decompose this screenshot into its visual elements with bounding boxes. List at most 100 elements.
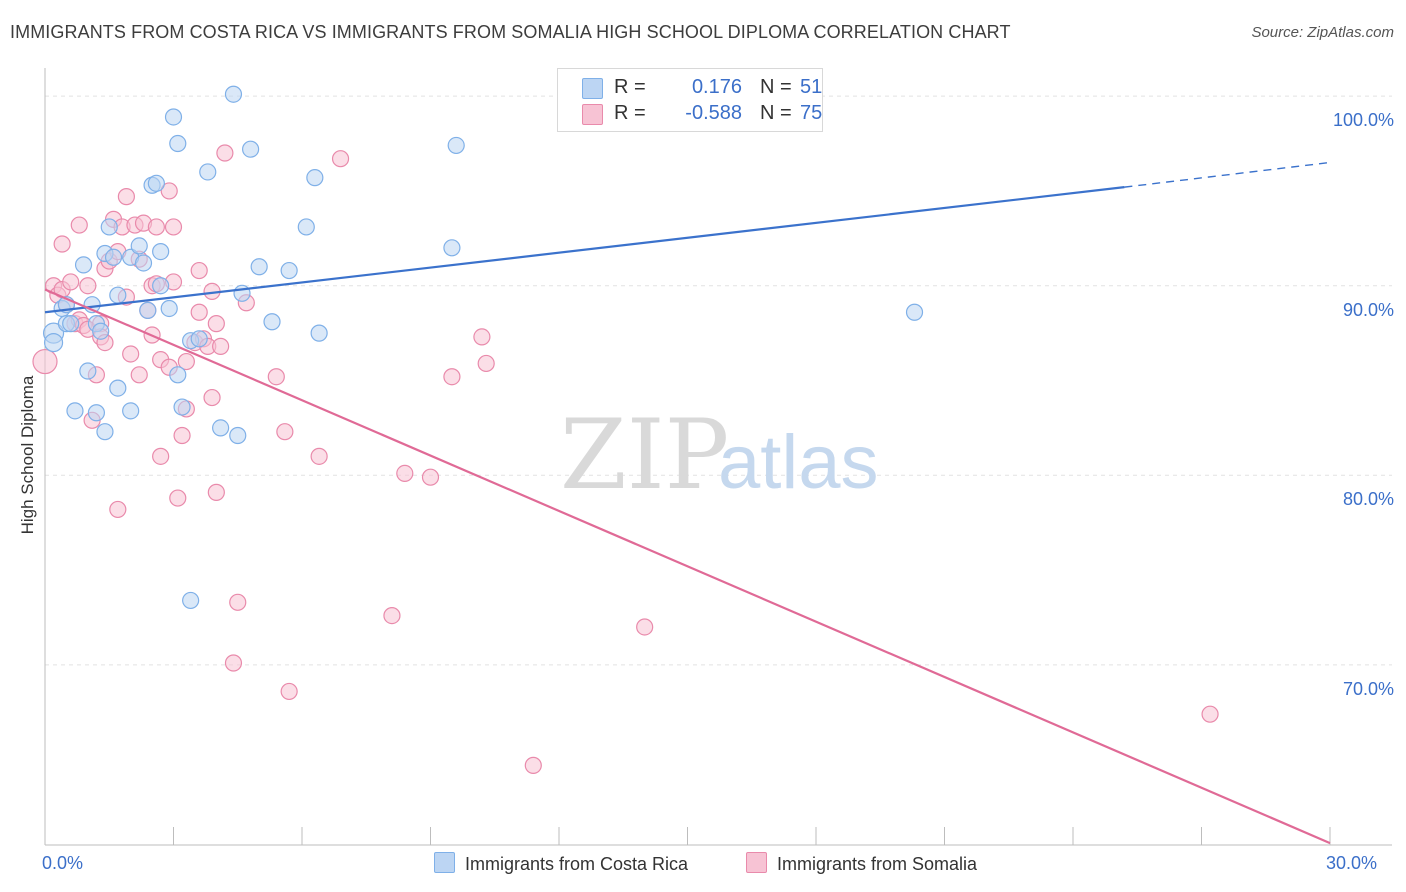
legend-r-value-somalia: -0.588 (685, 102, 742, 124)
legend-n-value-costa-rica: 51 (800, 76, 823, 98)
source-label: Source: ZipAtlas.com (1251, 24, 1394, 41)
somalia-point (207, 483, 225, 501)
costa-rica-point (199, 163, 217, 181)
stats-legend: R = 0.176 N = 51 R = -0.588 N = 75 (557, 68, 823, 132)
somalia-point (152, 447, 170, 465)
somalia-point (122, 345, 140, 363)
legend-r-label: R = (614, 76, 646, 98)
watermark: ZIP atlas (560, 399, 879, 511)
legend-item-somalia: Immigrants from Somalia (746, 852, 977, 875)
costa-rica-point (229, 426, 247, 445)
somalia-point (396, 464, 414, 483)
costa-rica-point (443, 239, 461, 257)
somalia-point (70, 216, 88, 234)
somalia-point (224, 654, 243, 672)
somalia-point (160, 182, 178, 200)
somalia-point (280, 682, 298, 701)
somalia-point (212, 337, 230, 355)
costa-rica-point (139, 301, 157, 319)
somalia-point (636, 618, 654, 636)
costa-rica-point (447, 136, 465, 155)
costa-rica-point (96, 423, 114, 441)
costa-rica-point (164, 108, 183, 126)
y-tick-label: 70.0% (1342, 678, 1394, 699)
costa-rica-point (74, 256, 93, 274)
somalia-point (1201, 705, 1219, 723)
watermark-zip: ZIP (560, 399, 729, 511)
x-tick-label-min: 0.0% (42, 853, 84, 873)
costa-rica-point (62, 315, 80, 333)
legend-swatch-costa-rica (434, 852, 455, 873)
somalia-point (147, 218, 165, 236)
y-tick-label: 90.0% (1342, 299, 1394, 320)
somalia-point (79, 277, 97, 295)
costa-rica-point (169, 366, 187, 384)
legend-r-value-costa-rica: 0.176 (691, 76, 742, 98)
somalia-point (477, 354, 495, 373)
somalia-point (443, 368, 461, 386)
somalia-point (164, 218, 183, 236)
trend-line-costa-rica (44, 186, 1125, 314)
costa-rica-point (212, 419, 230, 437)
costa-rica-point (169, 134, 187, 153)
somalia-point (53, 235, 71, 253)
somalia-point (109, 500, 127, 519)
costa-rica-point (306, 169, 324, 187)
axes (44, 68, 1392, 846)
costa-rica-point (905, 303, 924, 321)
costa-rica-point (130, 237, 148, 255)
watermark-atlas: atlas (718, 420, 879, 505)
costa-rica-point (173, 398, 191, 416)
somalia-point (267, 368, 285, 386)
somalia-point (62, 273, 80, 291)
costa-rica-point (152, 242, 170, 261)
costa-rica-point (147, 174, 165, 192)
costa-rica-point (104, 248, 123, 266)
legend-label-somalia: Immigrants from Somalia (777, 854, 978, 874)
somalia-point (130, 366, 148, 384)
somalia-point (32, 348, 58, 375)
somalia-point (117, 188, 135, 206)
costa-rica-point (43, 332, 64, 353)
legend-swatch-somalia (582, 104, 603, 125)
costa-rica-point (100, 218, 118, 236)
costa-rica-point (92, 322, 110, 340)
costa-rica-point (242, 140, 260, 158)
somalia-point (203, 388, 221, 407)
costa-rica-point (79, 362, 97, 380)
costa-rica-point (190, 330, 208, 348)
somalia-point (173, 426, 191, 445)
somalia-point (207, 315, 225, 333)
costa-rica-point (66, 402, 84, 420)
somalia-point (331, 150, 350, 168)
somalia-point (229, 593, 247, 611)
trend-lines (44, 161, 1331, 845)
costa-rica-point (152, 277, 170, 295)
somalia-point (190, 261, 208, 280)
trend-line-costa-rica-extension (1124, 161, 1331, 188)
trend-line-somalia (44, 288, 1331, 845)
legend-swatch-costa-rica (582, 78, 603, 99)
somalia-point (276, 423, 294, 441)
chart-title: IMMIGRANTS FROM COSTA RICA VS IMMIGRANTS… (10, 22, 1011, 42)
costa-rica-point (182, 591, 200, 610)
costa-rica-point (134, 254, 153, 272)
costa-rica-point (310, 324, 328, 342)
somalia-point (310, 447, 328, 465)
legend-label-costa-rica: Immigrants from Costa Rica (465, 854, 689, 874)
somalia-point (169, 489, 187, 507)
costa-rica-point (280, 261, 298, 280)
costa-rica-point (160, 299, 178, 318)
costa-rica-point (297, 218, 315, 236)
somalia-point (524, 756, 542, 774)
legend-item-costa-rica: Immigrants from Costa Rica (434, 852, 688, 875)
somalia-point (216, 144, 234, 162)
y-tick-label: 100.0% (1332, 110, 1394, 131)
costa-rica-point (109, 286, 127, 304)
costa-rica-point (224, 85, 243, 103)
legend-n-value-somalia: 75 (800, 102, 823, 124)
somalia-point (177, 352, 195, 371)
costa-rica-point (250, 258, 268, 276)
somalia-point (190, 303, 208, 321)
